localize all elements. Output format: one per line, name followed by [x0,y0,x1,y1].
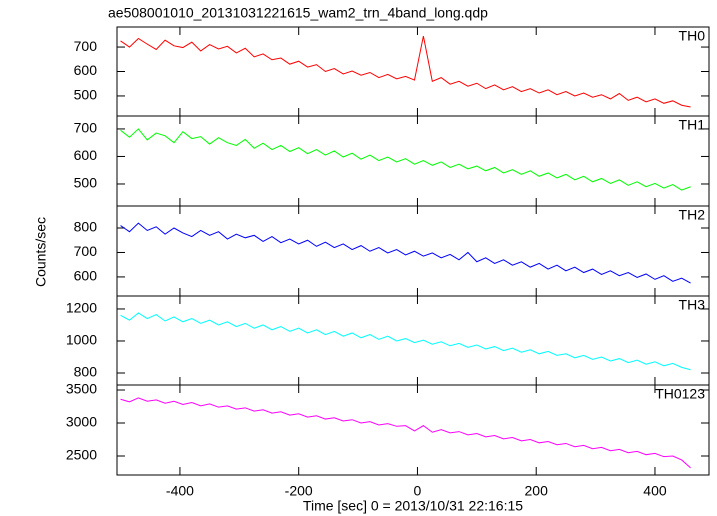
y-tick-label: 1000 [66,332,97,348]
y-tick-label: 600 [74,62,98,78]
data-line [120,35,691,108]
x-tick-label: 0 [414,483,422,499]
chart-title: ae508001010_20131031221615_wam2_trn_4ban… [108,5,488,21]
y-tick-label: 700 [74,243,98,259]
y-tick-label: 500 [74,175,98,191]
series-label: TH2 [679,207,706,223]
y-tick-label: 600 [74,147,98,163]
y-tick-label: 600 [74,268,98,284]
series-label: TH0 [679,28,706,44]
series-label: TH3 [679,297,706,313]
series-label: TH0123 [655,386,705,402]
y-tick-label: 3000 [66,414,97,430]
data-line [120,312,691,371]
x-tick-label: -400 [166,483,194,499]
data-line [120,128,691,191]
y-tick-label: 700 [74,120,98,136]
panel-frame [116,384,710,476]
panel-frame [116,205,710,297]
y-tick-label: 800 [74,219,98,235]
series-label: TH1 [679,117,706,133]
y-tick-label: 700 [74,38,98,54]
data-line [120,397,691,469]
x-tick-label: 400 [643,483,667,499]
y-tick-label: 800 [74,364,98,380]
y-tick-label: 500 [74,87,98,103]
x-tick-label: -200 [285,483,313,499]
x-axis-label: Time [sec] 0 = 2013/10/31 22:16:15 [303,498,523,514]
panel-frame [116,115,710,207]
panel-frame [116,295,710,386]
y-tick-label: 3500 [66,381,97,397]
panel-frame [116,26,710,117]
y-axis-label: Counts/sec [33,217,49,287]
data-line [120,222,691,284]
y-tick-label: 1200 [66,300,97,316]
x-tick-label: 200 [525,483,549,499]
y-tick-label: 2500 [66,447,97,463]
